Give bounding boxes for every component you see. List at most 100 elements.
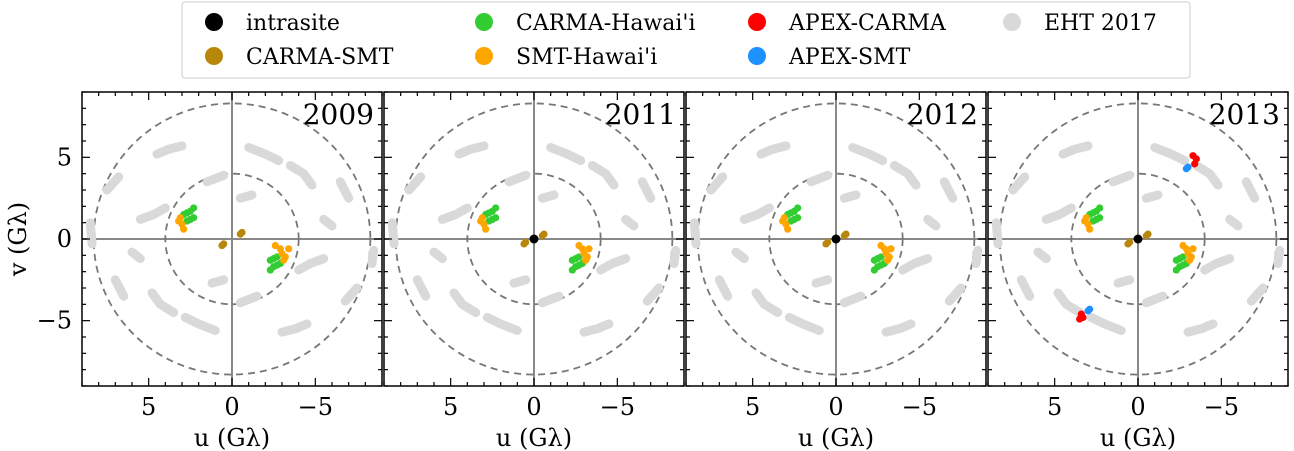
series-carma-smt [822, 230, 850, 248]
eht-track-4 [102, 172, 124, 195]
point-smt-hawai-i-3 [477, 217, 485, 225]
x-tick-label: 5 [443, 393, 458, 421]
x-tick-label: 5 [745, 393, 760, 421]
eht-track-6 [135, 203, 170, 224]
point-smt-hawai-i-7 [1187, 253, 1195, 261]
x-axis-label: u (Gλ) [1100, 424, 1176, 451]
eht-track-10 [784, 312, 824, 335]
point-intrasite-0 [1133, 234, 1143, 244]
eht-track-6 [1041, 203, 1076, 224]
eht-track-7 [319, 214, 337, 231]
point-carma-hawai-i-10 [870, 266, 878, 274]
eht-track-2 [889, 161, 921, 190]
eht-track-19 [207, 275, 229, 288]
eht-track-19 [509, 275, 531, 288]
panel-2013: 5 0 −5 2013 u (Gλ) [987, 91, 1289, 451]
x-axis-label: u (Gλ) [194, 424, 270, 451]
panel-title: 2013 [1209, 98, 1280, 131]
point-smt-hawai-i-2 [1086, 225, 1094, 233]
eht-track-3 [335, 177, 354, 203]
series-carma-smt [1124, 230, 1152, 248]
eht-track-2 [587, 161, 619, 190]
legend-label-apex-carma: APEX-CARMA [788, 11, 947, 36]
point-carma-hawai-i-13 [266, 256, 274, 264]
series-smt-hawai-i [779, 214, 895, 264]
x-tick-label: 5 [141, 393, 156, 421]
point-smt-hawai-i-9 [575, 241, 583, 250]
eht-track-15 [127, 247, 145, 264]
point-smt-hawai-i-9 [271, 241, 279, 250]
eht-track-18 [1141, 190, 1163, 203]
eht-track-1 [546, 143, 586, 166]
series-smt-hawai-i [477, 214, 593, 264]
eht-track-3 [1241, 177, 1260, 203]
eht-track-5 [387, 218, 399, 249]
eht-track-14 [1200, 254, 1235, 275]
eht-track-17 [537, 291, 564, 308]
series-intrasite [831, 234, 841, 244]
point-carma-hawai-i-6 [190, 214, 198, 222]
eht-track-12 [412, 275, 431, 301]
point-carma-hawai-i-10 [568, 266, 576, 274]
point-smt-hawai-i-2 [180, 225, 188, 233]
legend-marker-intrasite [205, 13, 223, 31]
point-carma-hawai-i-13 [1172, 256, 1180, 264]
eht-track-4 [404, 172, 426, 195]
point-smt-hawai-i-3 [779, 217, 787, 225]
ticks [987, 91, 1289, 387]
legend-marker-apex-smt [748, 47, 766, 65]
reference-circle-0 [1070, 172, 1206, 306]
point-carma-hawai-i-3 [190, 204, 198, 212]
point-carma-hawai-i-6 [1096, 214, 1104, 222]
eht-track-7 [621, 214, 639, 231]
point-apex-smt-3 [1084, 307, 1092, 315]
eht-track-12 [1016, 275, 1035, 301]
eht-track-9 [579, 319, 614, 337]
eht-track-0 [152, 141, 187, 159]
point-carma-hawai-i-10 [266, 266, 274, 274]
legend: intrasite CARMA-SMT CARMA-Hawai'i SMT-Hawai… [181, 1, 1191, 79]
eht-track-9 [881, 319, 916, 337]
legend-marker-carma-hawai-i [475, 13, 493, 31]
point-carma-hawai-i-6 [492, 214, 500, 222]
panel-2011: 5 0 −5 2011 u (Gλ) [383, 91, 685, 451]
eht-track-13 [1246, 283, 1268, 306]
point-smt-hawai-i-2 [784, 225, 792, 233]
point-smt-hawai-i-3 [175, 217, 183, 225]
eht-track-12 [714, 275, 733, 301]
eht-track-7 [923, 214, 941, 231]
panel-title: 2012 [907, 98, 978, 131]
eht-track-10 [482, 312, 522, 335]
eht-track-0 [1058, 141, 1093, 159]
eht-track-14 [596, 254, 631, 275]
ticks [383, 91, 685, 387]
reference-circle-1 [394, 102, 674, 376]
point-apex-smt-1 [1184, 163, 1192, 171]
point-carma-hawai-i-13 [568, 256, 576, 264]
point-intrasite-0 [831, 234, 841, 244]
eht-track-15 [731, 247, 749, 264]
y-tick-label: −5 [37, 307, 72, 335]
legend-marker-smt-hawai-i [475, 47, 493, 65]
point-smt-hawai-i-8 [585, 245, 593, 253]
point-smt-hawai-i-7 [281, 253, 289, 261]
eht-track-6 [437, 203, 472, 224]
eht-track-19 [1113, 275, 1135, 288]
eht-track-13 [944, 283, 966, 306]
point-carma-smt-3 [840, 232, 848, 240]
reference-circle-1 [92, 102, 372, 376]
point-apex-carma-5 [1079, 313, 1087, 321]
ticks [685, 91, 987, 387]
panel-title: 2009 [303, 98, 374, 131]
eht-track-14 [294, 254, 329, 275]
eht-track-11 [751, 288, 783, 317]
legend-label-eht-2017: EHT 2017 [1044, 11, 1157, 36]
eht-track-3 [939, 177, 958, 203]
y-tick-label: 0 [57, 225, 72, 253]
eht-track-11 [1053, 288, 1085, 317]
reference-circle-1 [998, 102, 1278, 376]
eht-track-18 [839, 190, 861, 203]
series-intrasite [1133, 234, 1143, 244]
x-tick-label: −5 [902, 393, 937, 421]
